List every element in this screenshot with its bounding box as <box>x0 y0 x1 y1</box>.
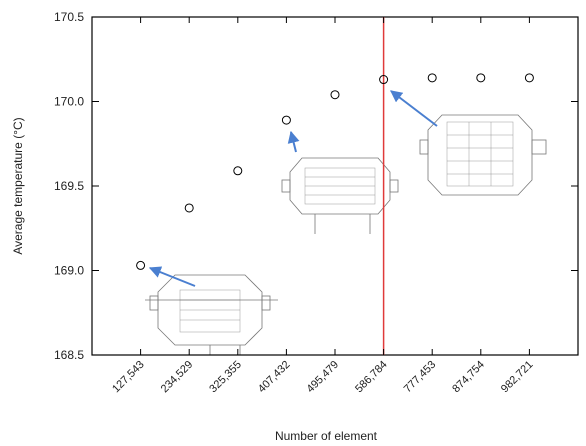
marker <box>137 261 145 269</box>
arrows <box>150 91 437 286</box>
x-tick-label: 982,721 <box>499 359 536 396</box>
x-axis-label: Number of element <box>275 429 378 443</box>
x-tick-label: 325,355 <box>207 359 244 396</box>
x-tick-label: 586,784 <box>353 359 390 396</box>
x-tick-label: 234,529 <box>159 359 196 396</box>
marker <box>282 116 290 124</box>
chart: Number of element Average temperature (°… <box>0 0 586 446</box>
y-tick-label: 168.5 <box>54 348 84 362</box>
x-tick-label: 495,479 <box>305 359 342 396</box>
marker <box>234 167 242 175</box>
y-tick-label: 170.0 <box>54 95 84 109</box>
x-tick-label: 777,453 <box>402 359 439 396</box>
x-tick-label: 127,543 <box>110 359 147 396</box>
y-axis-label: Average temperature (°C) <box>11 117 25 254</box>
marker <box>331 91 339 99</box>
y-tick-label: 170.5 <box>54 10 84 24</box>
marker <box>477 74 485 82</box>
x-tick-label: 874,754 <box>450 359 487 396</box>
marker <box>428 74 436 82</box>
y-tick-label: 169.5 <box>54 179 84 193</box>
y-tick-label: 169.0 <box>54 264 84 278</box>
schematic-3 <box>420 115 546 195</box>
marker <box>185 204 193 212</box>
schematic-2 <box>282 158 398 234</box>
x-tick-label: 407,432 <box>256 359 293 396</box>
marker <box>525 74 533 82</box>
schematic-1 <box>145 275 278 355</box>
